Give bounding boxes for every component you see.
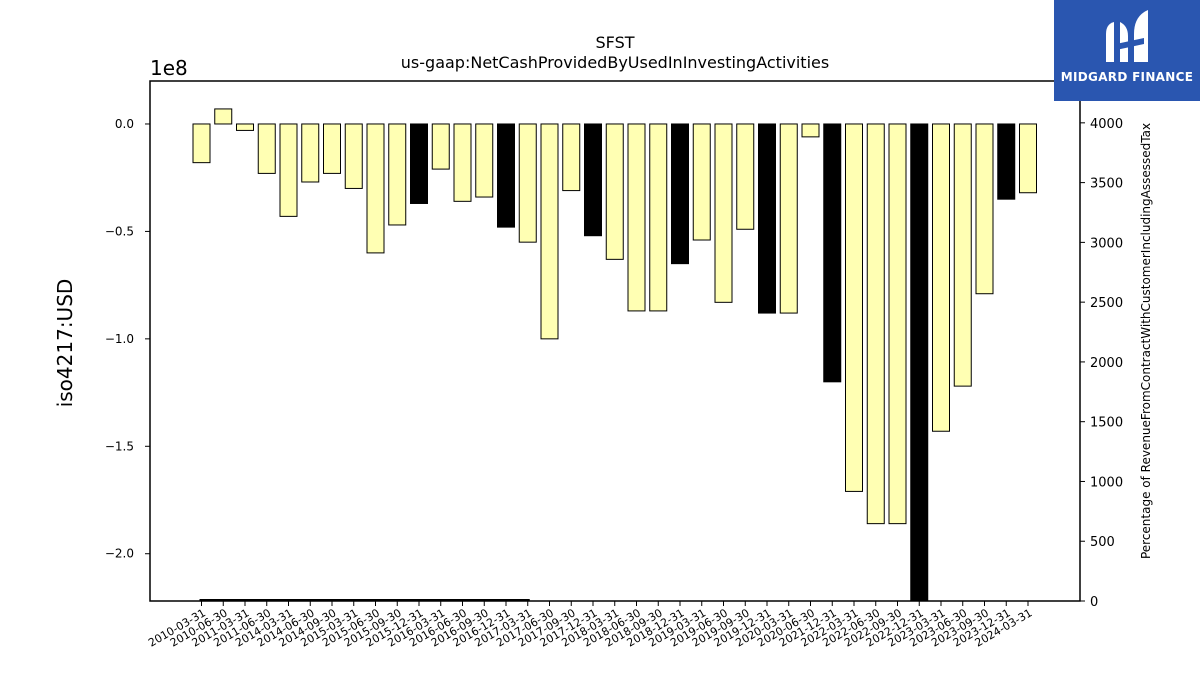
y-offset-label: 1e8 [150, 56, 188, 80]
bar-2020-06-30 [801, 123, 820, 138]
bar-2023-03-31 [932, 123, 950, 432]
bar-2023-12-31 [997, 123, 1016, 200]
y-ticks: 0.0 −0.5 −1.0 −1.5 −2.0 [105, 117, 150, 561]
y-tick-label: 0.0 [115, 117, 134, 131]
y-tick-label: −0.5 [105, 224, 134, 238]
y2-tick-label: 4000 [1090, 117, 1123, 132]
bar-2014-03-31 [279, 123, 298, 217]
y-tick-label: −1.5 [105, 439, 134, 453]
chart-title: SFST [595, 33, 634, 52]
bar-2010-06-30 [214, 108, 233, 125]
bar-2014-06-30 [301, 123, 320, 183]
bar-2021-12-31 [823, 123, 842, 383]
bar-2022-09-30 [888, 123, 907, 525]
bar-2018-09-30 [649, 123, 668, 312]
bar-2015-03-31 [344, 123, 363, 189]
bar-2015-09-30 [388, 123, 407, 226]
bar-2022-12-31 [910, 123, 929, 602]
bar-2015-06-30 [366, 123, 385, 254]
bar-2020-03-31 [779, 123, 798, 314]
y2-axis-label: Percentage of RevenueFromContractWithCus… [1139, 123, 1153, 559]
y2-tick-label: 1000 [1090, 475, 1123, 490]
y2-tick-label: 3000 [1090, 236, 1123, 251]
y2-tick-label: 500 [1090, 535, 1115, 550]
bar-2022-03-31 [845, 123, 863, 492]
bar-2023-09-30 [975, 123, 994, 295]
bar-2019-06-30 [714, 123, 733, 303]
bar-2014-09-30 [323, 123, 341, 174]
bar-2015-12-31 [410, 123, 428, 204]
y2-tick-label: 2500 [1090, 296, 1123, 311]
y2-ticks: 0 500 1000 1500 2000 2500 3000 3500 4000 [1080, 117, 1123, 610]
y-axis-label: iso4217:USD [53, 279, 77, 408]
bar-2017-06-30 [540, 123, 559, 340]
bar-2022-06-30 [866, 123, 885, 525]
x-ticks: 2010-03-312010-06-302011-03-312011-06-30… [146, 601, 1035, 650]
y2-tick-label: 1500 [1090, 416, 1123, 431]
logo-icon [1106, 10, 1148, 62]
bar-2010-03-31 [192, 123, 211, 164]
logo-text: MIDGARD FINANCE [1060, 70, 1194, 84]
bar-2017-12-31 [584, 123, 602, 237]
bar-2016-06-30 [453, 123, 472, 202]
y2-tick-label: 3500 [1090, 177, 1123, 192]
bar-2023-06-30 [953, 123, 972, 387]
bar-2011-03-31 [236, 123, 254, 131]
bar-2024-03-31 [1019, 123, 1037, 194]
y-tick-label: −1.0 [105, 332, 134, 346]
bar-2016-03-31 [431, 123, 450, 170]
bar-2019-09-30 [736, 123, 755, 230]
logo: MIDGARD FINANCE [1054, 0, 1200, 101]
bar-2019-03-31 [692, 123, 711, 241]
bar-2011-06-30 [257, 123, 276, 174]
bar-2018-03-31 [605, 123, 624, 260]
y2-tick-label: 0 [1090, 595, 1098, 610]
bar-2017-03-31 [518, 123, 537, 243]
bars [192, 108, 1037, 602]
bar-2018-12-31 [671, 123, 689, 265]
bar-2018-06-30 [627, 123, 646, 312]
bar-2017-09-30 [562, 123, 581, 192]
plot-frame [149, 80, 1081, 602]
y2-tick-label: 2000 [1090, 356, 1123, 371]
bar-2019-12-31 [758, 123, 776, 314]
bar-2016-12-31 [497, 123, 515, 228]
bar-2016-09-30 [475, 123, 494, 198]
y-tick-label: −2.0 [105, 547, 134, 561]
chart-subtitle: us-gaap:NetCashProvidedByUsedInInvesting… [401, 53, 829, 72]
